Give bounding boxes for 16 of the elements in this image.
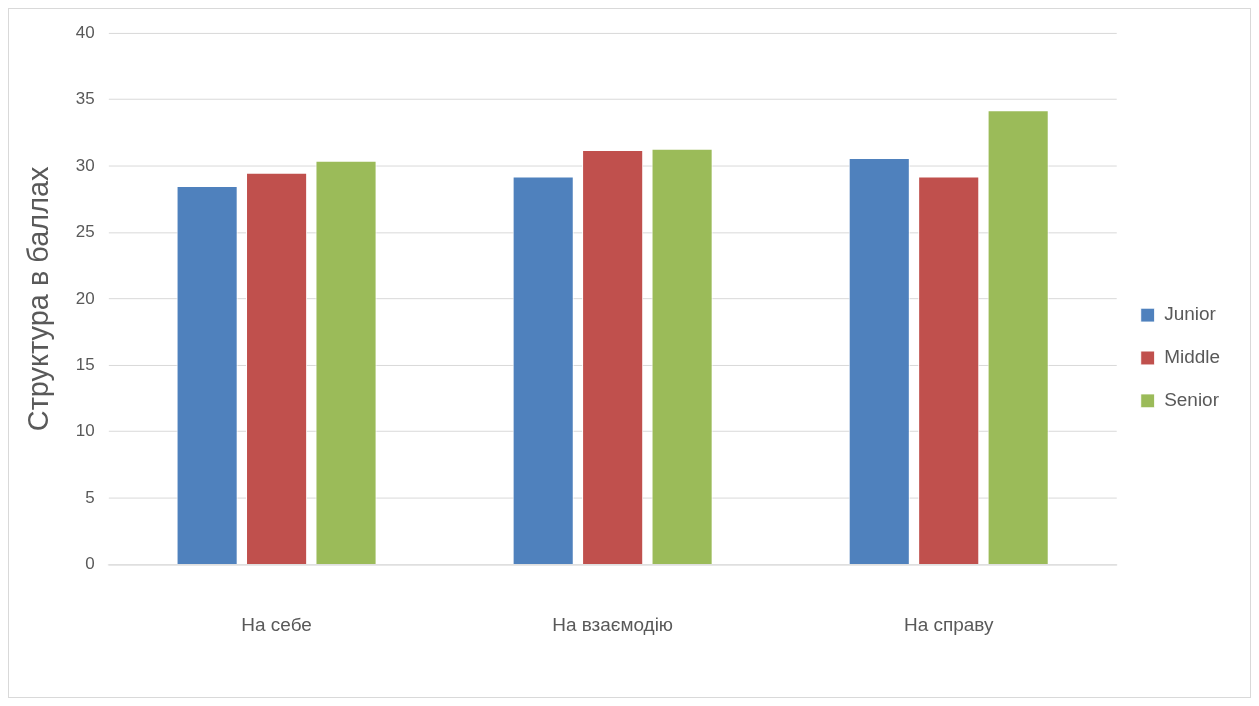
- legend-label: Middle: [1164, 346, 1220, 368]
- legend-label: Senior: [1164, 389, 1219, 411]
- y-tick-label: 15: [75, 354, 95, 374]
- y-tick-label: 0: [85, 554, 95, 574]
- y-tick-label: 20: [75, 288, 95, 308]
- y-tick-label: 5: [85, 487, 95, 507]
- legend-label: Junior: [1164, 303, 1216, 325]
- y-tick-label: 35: [75, 89, 95, 109]
- y-tick-label: 25: [75, 222, 95, 242]
- x-tick-label: На взаємодію: [552, 614, 674, 636]
- y-tick-label: 40: [75, 22, 95, 42]
- x-tick-label: На справу: [904, 614, 994, 636]
- y-axis-title: Структура в баллах: [22, 165, 55, 432]
- x-tick-label: На себе: [241, 614, 312, 636]
- y-tick-label: 30: [75, 155, 95, 175]
- y-tick-label: 10: [75, 421, 95, 441]
